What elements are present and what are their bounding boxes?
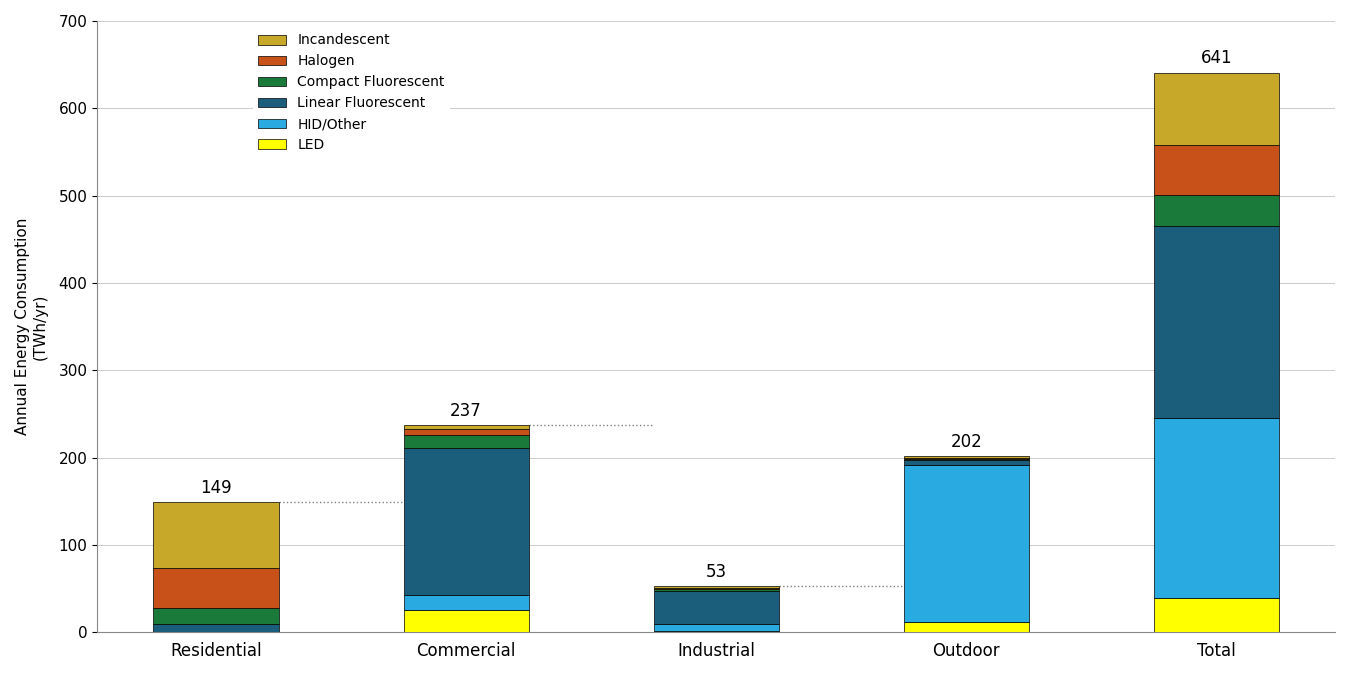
Bar	[1154, 72, 1278, 145]
Text: 149: 149	[200, 479, 232, 497]
Text: 53: 53	[706, 563, 726, 580]
Bar	[903, 456, 1029, 458]
Bar	[1154, 418, 1278, 598]
Bar	[903, 460, 1029, 464]
Bar	[154, 502, 278, 568]
Bar	[1154, 145, 1278, 195]
Bar	[154, 624, 278, 632]
Bar	[653, 588, 779, 589]
Bar	[1154, 195, 1278, 226]
Bar	[404, 610, 529, 632]
Legend: Incandescent, Halogen, Compact Fluorescent, Linear Fluorescent, HID/Other, LED: Incandescent, Halogen, Compact Fluoresce…	[252, 28, 450, 158]
Bar	[903, 458, 1029, 460]
Bar	[903, 464, 1029, 622]
Bar	[653, 589, 779, 591]
Bar	[653, 591, 779, 624]
Bar	[404, 429, 529, 435]
Text: 237: 237	[450, 402, 482, 420]
Bar	[404, 595, 529, 610]
Bar	[154, 608, 278, 624]
Bar	[1154, 226, 1278, 418]
Bar	[404, 448, 529, 595]
Text: 641: 641	[1200, 49, 1233, 68]
Bar	[653, 624, 779, 630]
Y-axis label: Annual Energy Consumption
(TWh/yr): Annual Energy Consumption (TWh/yr)	[15, 218, 47, 435]
Bar	[404, 435, 529, 448]
Bar	[653, 586, 779, 588]
Bar	[903, 622, 1029, 632]
Bar	[154, 568, 278, 608]
Bar	[653, 630, 779, 632]
Bar	[404, 425, 529, 429]
Text: 202: 202	[950, 433, 981, 451]
Bar	[1154, 598, 1278, 632]
